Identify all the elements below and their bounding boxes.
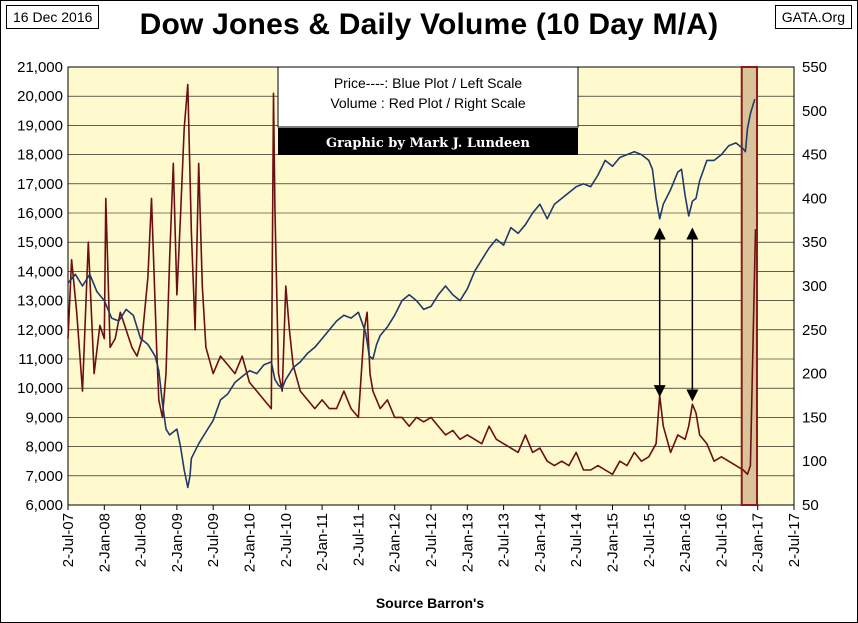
y-right-tick-label: 100	[802, 453, 827, 470]
legend-price: Price----: Blue Plot / Left Scale	[334, 75, 523, 91]
y-right-tick-label: 250	[802, 322, 827, 339]
y-left-tick-label: 18,000	[17, 147, 63, 164]
y-left-tick-label: 7,000	[25, 468, 63, 485]
x-tick-label: 2-Jul-13	[496, 513, 513, 567]
legend-volume: Volume : Red Plot / Right Scale	[330, 95, 526, 111]
x-tick-label: 2-Jul-15	[641, 513, 658, 567]
x-tick-label: 2-Jan-13	[459, 513, 476, 572]
x-tick-label: 2-Jan-16	[677, 513, 694, 572]
credit-banner	[278, 128, 578, 155]
right-axis: 50 100 150 200 250 300 350 400 450 500 550	[802, 59, 827, 514]
date-badge: 16 Dec 2016	[6, 5, 100, 29]
y-left-tick-label: 6,000	[25, 497, 63, 514]
y-left-tick-label: 9,000	[25, 409, 63, 426]
y-left-tick-label: 16,000	[17, 205, 63, 222]
x-tick-label: 2-Jul-08	[133, 513, 150, 567]
y-left-tick-label: 13,000	[17, 293, 63, 310]
x-tick-label: 2-Jul-14	[568, 513, 585, 567]
y-right-tick-label: 450	[802, 147, 827, 164]
y-left-tick-label: 20,000	[17, 88, 63, 105]
y-left-tick-label: 15,000	[17, 234, 63, 251]
x-tick-label: 2-Jul-07	[60, 513, 77, 567]
x-tick-label: 2-Jan-14	[532, 513, 549, 572]
x-tick-label: 2-Jul-16	[713, 513, 730, 567]
x-axis: 2-Jul-07 2-Jan-08 2-Jul-08 2-Jan-09 2-Jul-09…	[60, 505, 803, 572]
y-left-tick-label: 14,000	[17, 263, 63, 280]
x-tick-label: 2-Jan-08	[96, 513, 113, 572]
chart-title: Dow Jones & Daily Volume (10 Day M/A)	[139, 8, 719, 41]
y-left-tick-label: 21,000	[17, 59, 63, 76]
y-right-tick-label: 50	[802, 497, 819, 514]
y-left-tick-label: 12,000	[17, 322, 63, 339]
y-right-tick-label: 350	[802, 234, 827, 251]
x-tick-label: 2-Jan-17	[750, 513, 767, 572]
x-tick-label: 2-Jul-17	[786, 513, 803, 567]
y-right-tick-label: 200	[802, 366, 827, 383]
price-line	[67, 98, 756, 489]
x-axis-title: Source Barron's	[376, 595, 485, 611]
y-left-tick-label: 8,000	[25, 439, 63, 456]
x-tick-label: 2-Jul-10	[278, 513, 295, 567]
y-right-tick-label: 400	[802, 190, 827, 207]
y-right-tick-label: 550	[802, 59, 827, 76]
y-right-tick-label: 300	[802, 278, 827, 295]
legend-box	[277, 66, 579, 128]
y-left-tick-label: 11,000	[18, 351, 63, 368]
left-axis: 6,000 7,000 8,000 9,000 10,000 11,000 12,000 13…	[17, 59, 63, 514]
y-right-tick-label: 150	[802, 409, 827, 426]
site-badge: GATA.Org	[774, 5, 852, 29]
x-tick-label: 2-Jan-10	[242, 513, 259, 572]
x-tick-label: 2-Jul-11	[350, 513, 367, 566]
x-tick-label: 2-Jan-12	[387, 513, 404, 572]
x-tick-label: 2-Jan-15	[605, 513, 622, 572]
x-tick-label: 2-Jul-09	[205, 513, 222, 567]
credit-text: Graphic by Mark J. Lundeen	[326, 136, 531, 151]
x-tick-label: 2-Jan-09	[169, 513, 186, 572]
y-left-tick-label: 17,000	[17, 176, 63, 193]
volume-line	[67, 83, 757, 476]
y-right-tick-label: 500	[802, 103, 827, 120]
highlight-band	[740, 66, 758, 506]
y-left-tick-label: 19,000	[17, 117, 63, 134]
x-tick-label: 2-Jan-11	[314, 513, 331, 571]
x-tick-label: 2-Jul-12	[423, 513, 440, 567]
y-left-tick-label: 10,000	[17, 380, 63, 397]
